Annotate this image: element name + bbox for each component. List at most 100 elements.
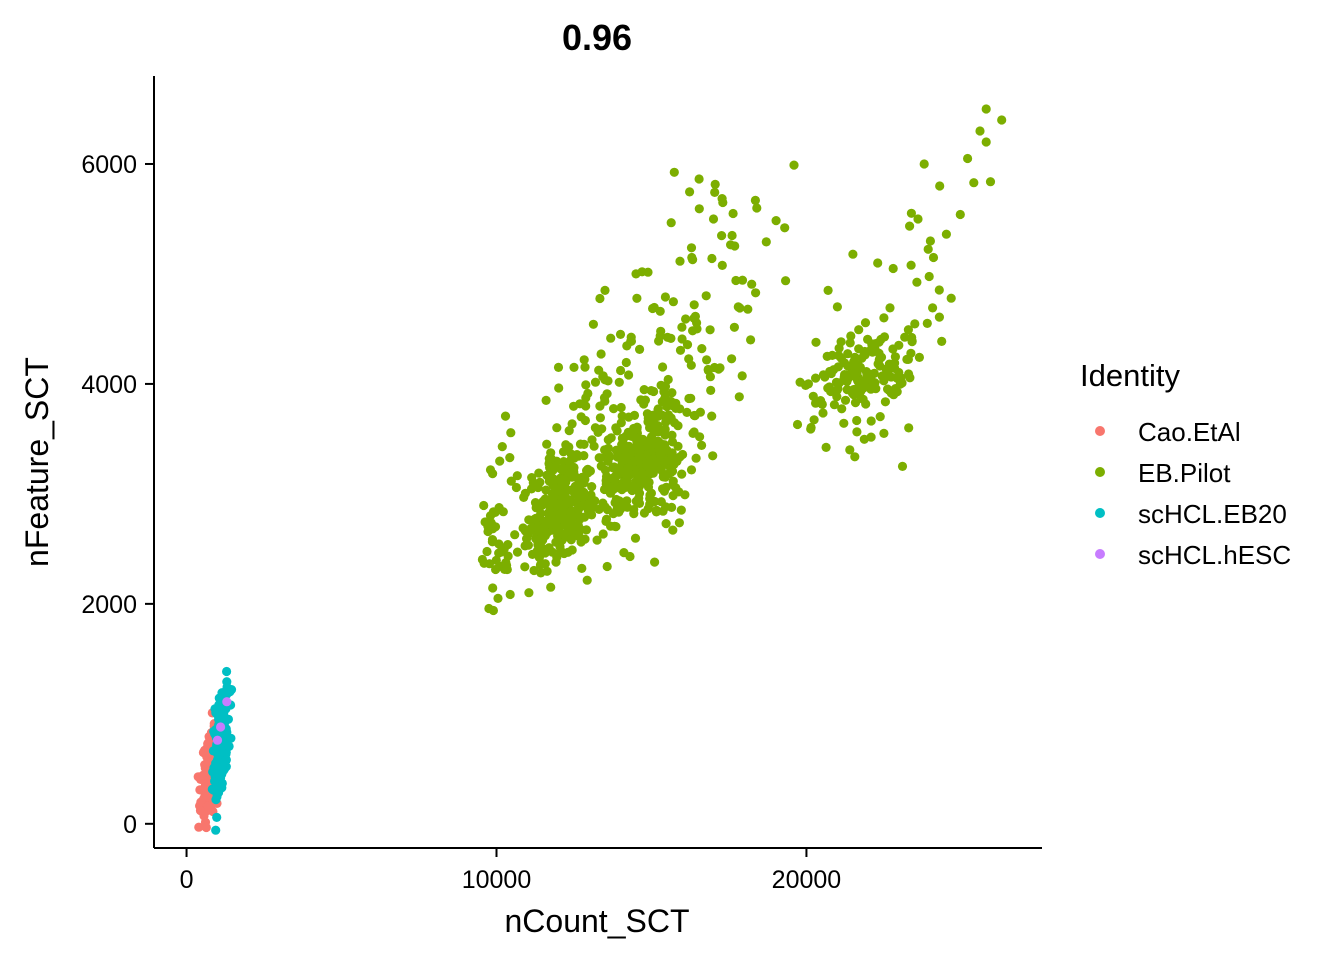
data-point	[801, 380, 811, 390]
data-point	[818, 408, 828, 418]
legend-label: scHCL.EB20	[1138, 499, 1287, 529]
data-point	[666, 218, 676, 228]
data-point	[587, 510, 597, 520]
data-point	[606, 521, 616, 531]
data-point	[214, 701, 224, 711]
legend-title: Identity	[1080, 358, 1180, 393]
data-point	[566, 455, 576, 465]
data-point	[485, 465, 496, 475]
data-point	[850, 452, 860, 462]
data-point	[668, 297, 679, 307]
data-point	[581, 525, 592, 535]
data-point	[216, 782, 226, 792]
data-point	[686, 465, 697, 475]
data-point	[890, 358, 900, 368]
data-point	[552, 552, 562, 562]
data-point	[728, 208, 738, 219]
data-point	[671, 403, 681, 413]
data-point	[552, 423, 562, 433]
data-point	[616, 402, 626, 413]
data-point	[615, 329, 626, 339]
data-point	[541, 395, 551, 405]
data-point	[659, 469, 669, 480]
data-point	[654, 336, 664, 346]
data-point	[631, 269, 641, 279]
data-point	[628, 481, 638, 491]
data-point	[860, 376, 870, 386]
data-point	[981, 137, 991, 147]
data-point	[848, 360, 859, 370]
legend-key	[1095, 549, 1105, 559]
data-point	[689, 313, 699, 323]
data-point	[695, 407, 706, 417]
data-point	[194, 822, 204, 832]
data-point	[601, 475, 611, 486]
data-point	[491, 564, 501, 575]
data-point	[888, 344, 898, 354]
data-point	[874, 337, 884, 347]
data-point	[488, 605, 498, 616]
data-point	[910, 319, 920, 329]
data-point	[655, 306, 665, 316]
data-point	[789, 160, 799, 170]
data-point	[590, 423, 601, 433]
data-point	[717, 260, 727, 270]
data-point	[691, 453, 701, 463]
data-point	[626, 332, 636, 342]
data-point	[600, 285, 610, 295]
data-point	[640, 476, 650, 486]
data-point	[217, 688, 227, 698]
data-point	[511, 482, 521, 493]
data-point	[524, 588, 534, 598]
data-point	[577, 563, 587, 574]
data-point	[832, 392, 842, 402]
legend-items: Cao.EtAl EB.Pilot scHCL.EB20 scHCL.hESC	[1095, 417, 1291, 570]
data-point	[676, 505, 686, 515]
data-point	[808, 391, 818, 401]
data-point	[503, 540, 513, 550]
data-point	[573, 520, 583, 530]
data-point	[612, 452, 623, 462]
data-point	[702, 355, 712, 365]
data-point	[609, 404, 619, 414]
data-point	[912, 277, 922, 287]
data-point	[727, 230, 737, 241]
data-point	[536, 568, 546, 578]
data-point	[697, 440, 707, 450]
data-point	[620, 451, 630, 461]
data-point	[839, 418, 849, 428]
data-point	[677, 334, 687, 344]
data-point	[606, 433, 616, 443]
data-point	[512, 547, 523, 557]
data-point	[659, 387, 669, 397]
data-point	[668, 476, 678, 486]
data-point	[550, 519, 560, 529]
data-point	[854, 344, 864, 354]
data-point	[904, 423, 914, 433]
data-point	[642, 461, 652, 471]
data-point	[707, 253, 717, 264]
data-point	[634, 452, 645, 462]
data-point	[583, 388, 593, 399]
data-point	[705, 325, 715, 335]
data-point	[635, 445, 645, 455]
data-point	[622, 341, 632, 351]
data-point	[673, 441, 683, 451]
data-point	[643, 267, 653, 277]
data-point	[222, 697, 232, 707]
data-point	[710, 187, 720, 197]
data-point	[553, 531, 563, 541]
data-point	[201, 822, 211, 833]
data-point	[845, 445, 855, 455]
data-point	[715, 363, 725, 373]
data-point	[212, 735, 223, 745]
data-point	[822, 351, 832, 361]
data-point	[666, 464, 676, 474]
data-point	[646, 386, 656, 396]
data-point	[856, 386, 866, 396]
data-point	[616, 418, 626, 428]
data-point	[634, 488, 645, 498]
data-point	[203, 801, 213, 811]
data-point	[717, 231, 727, 241]
